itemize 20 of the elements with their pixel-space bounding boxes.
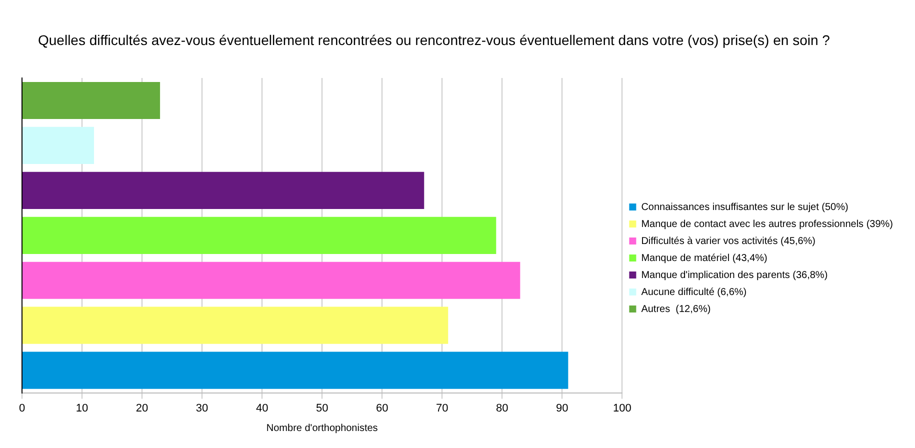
x-tick-label: 0 <box>18 402 26 414</box>
legend-label: Manque de contact avec les autres professionnels (39%) <box>641 218 894 230</box>
x-tick-label: 80 <box>496 402 508 414</box>
legend-label: Autres (12,6%) <box>641 304 711 315</box>
x-tick-label: 10 <box>76 402 88 414</box>
x-tick-label: 90 <box>556 402 568 414</box>
x-tick-label: 40 <box>256 402 268 414</box>
legend-label: Manque de matériel (43,4%) <box>641 252 768 264</box>
legend-label: Difficultés à varier vos activités (45,6%) <box>641 236 816 247</box>
legend-label: Aucune difficulté (6,6%) <box>641 286 747 298</box>
x-axis-title: Nombre d'orthophonistes <box>266 422 378 434</box>
x-tick-label: 100 <box>613 402 632 414</box>
legend-label: Manque d'implication des parents (36,8%) <box>641 270 828 281</box>
x-tick-label: 70 <box>436 402 448 414</box>
chart-title: Quelles difficultés avez-vous éventuellement rencontrées ou rencontrez-vous éventuellement dans votre (vos) prise(s) en soin ? <box>38 32 831 48</box>
legend-label: Connaissances insuffisantes sur le sujet (50%) <box>641 202 848 213</box>
x-tick-label: 30 <box>196 402 208 414</box>
x-tick-label: 60 <box>376 402 388 414</box>
x-tick-label: 50 <box>316 402 328 414</box>
x-tick-label: 20 <box>136 402 148 414</box>
